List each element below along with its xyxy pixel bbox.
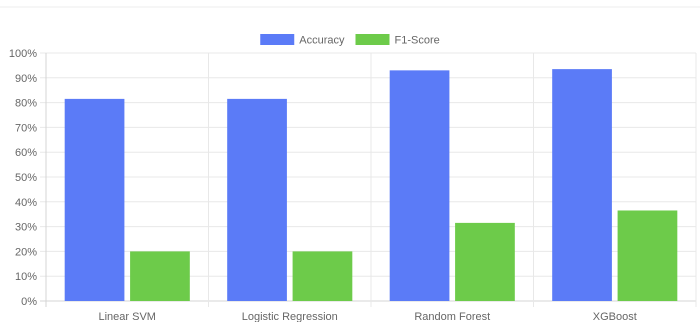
y-tick-label: 100% xyxy=(9,48,37,60)
y-tick-label: 70% xyxy=(15,122,37,134)
y-tick-label: 40% xyxy=(15,197,37,209)
legend-swatch xyxy=(355,34,390,45)
legend-swatch xyxy=(260,34,295,45)
bar-accuracy-0[interactable] xyxy=(64,98,125,301)
y-tick-label: 90% xyxy=(15,73,37,85)
bars-layer xyxy=(64,69,678,302)
axis-layer: 0% 10% 20% 30% 40% 50% 60% 70% 80% 90% 100% Linear … xyxy=(9,48,637,323)
bar-f1-score-1[interactable] xyxy=(292,251,353,301)
y-tick-label: 60% xyxy=(15,147,37,159)
bar-accuracy-1[interactable] xyxy=(227,98,287,301)
y-tick-label: 50% xyxy=(15,172,37,184)
y-tick-label: 0% xyxy=(21,296,37,308)
x-tick-label: Logistic Regression xyxy=(242,311,338,322)
bar-f1-score-2[interactable] xyxy=(455,222,515,301)
y-tick-label: 30% xyxy=(15,222,37,234)
bar-accuracy-3[interactable] xyxy=(552,69,612,302)
y-tick-label: 10% xyxy=(15,271,37,283)
bar-f1-score-3[interactable] xyxy=(617,210,678,301)
legend[interactable]: Accuracy F1-Score xyxy=(260,34,440,47)
legend-label: F1-Score xyxy=(395,35,440,47)
x-tick-label: Random Forest xyxy=(414,311,490,322)
legend-item-f1-score[interactable]: F1-Score xyxy=(355,34,440,47)
y-tick-label: 80% xyxy=(15,98,37,110)
legend-item-accuracy[interactable]: Accuracy xyxy=(260,34,345,47)
bar-accuracy-2[interactable] xyxy=(389,70,450,301)
legend-label: Accuracy xyxy=(299,35,345,47)
x-tick-label: XGBoost xyxy=(593,311,637,322)
x-tick-label: Linear SVM xyxy=(99,311,156,322)
y-tick-label: 20% xyxy=(15,246,37,258)
bar-f1-score-0[interactable] xyxy=(130,251,190,301)
